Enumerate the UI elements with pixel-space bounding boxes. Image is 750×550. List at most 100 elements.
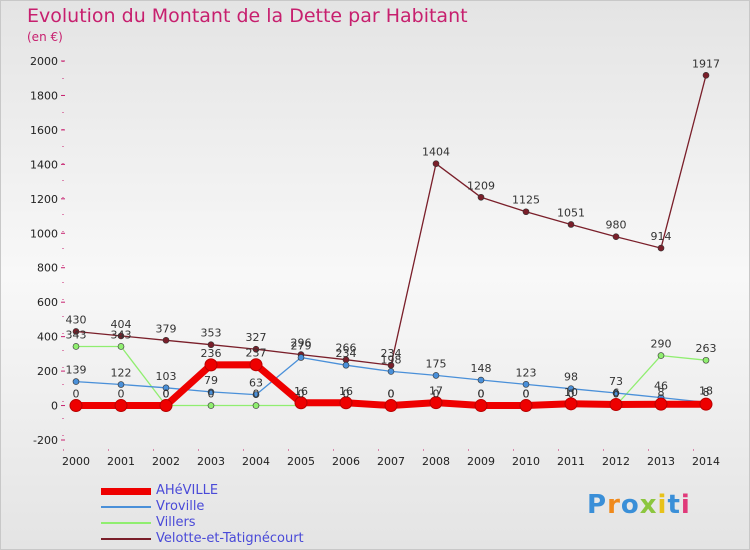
data-label: 327 <box>246 331 267 344</box>
series-point <box>252 345 260 353</box>
series-point <box>702 71 710 79</box>
data-label: 1404 <box>422 146 450 159</box>
data-label: 103 <box>156 370 177 383</box>
data-label: 290 <box>651 338 672 351</box>
data-label: 237 <box>246 347 267 360</box>
series-point <box>567 385 575 392</box>
data-label: 0 <box>118 388 125 401</box>
series-point <box>162 384 170 392</box>
series-point <box>699 397 713 411</box>
logo-letter: t <box>667 490 681 520</box>
data-label: 98 <box>564 371 578 384</box>
x-tick-label: 2001 <box>107 455 135 468</box>
y-tick-label: 0 <box>51 400 58 413</box>
series-point <box>384 399 398 413</box>
data-label: 404 <box>111 318 132 331</box>
series-point <box>72 378 80 385</box>
series-point <box>657 244 665 252</box>
y-tick-label: 600 <box>37 296 58 309</box>
chart-unit-label: (en €) <box>27 30 63 44</box>
x-tick-label: 2014 <box>692 455 720 468</box>
data-label: 148 <box>471 362 492 375</box>
data-label: 266 <box>336 342 357 355</box>
data-label: 0 <box>433 388 440 401</box>
x-tick-label: 2010 <box>512 455 540 468</box>
data-label: 17 <box>429 385 443 398</box>
x-tick-label: 2003 <box>197 455 225 468</box>
y-tick-label: 1200 <box>30 193 58 206</box>
logo-letter: r <box>607 490 621 520</box>
legend-label: AHéVILLE <box>156 483 219 498</box>
series-point <box>519 399 533 413</box>
x-tick-label: 2007 <box>377 455 405 468</box>
legend-label: Villers <box>156 515 196 530</box>
series-point <box>252 402 260 409</box>
y-tick-label: 1600 <box>30 124 58 137</box>
series-point <box>117 332 125 340</box>
y-tick-label: 1000 <box>30 227 58 240</box>
x-tick-label: 2008 <box>422 455 450 468</box>
series-point <box>207 388 215 396</box>
y-tick-label: 1800 <box>30 89 58 102</box>
data-label: 8 <box>658 386 665 399</box>
logo-letter: o <box>620 490 640 520</box>
data-label: 198 <box>381 353 402 366</box>
data-label: 0 <box>73 388 80 401</box>
x-tick-label: 2013 <box>647 455 675 468</box>
y-tick-label: 1400 <box>30 158 58 171</box>
series-point <box>522 381 530 388</box>
data-label: 123 <box>516 366 537 379</box>
data-label: 0 <box>478 388 485 401</box>
data-label: 0 <box>523 388 530 401</box>
series-point <box>567 221 575 228</box>
series-point <box>207 341 215 349</box>
x-tick-label: 2009 <box>467 455 495 468</box>
data-label: 18 <box>699 384 713 397</box>
legend-swatch <box>101 506 151 508</box>
series-point <box>204 358 218 372</box>
data-label: 0 <box>568 388 575 401</box>
legend-label: Velotte-et-Tatignécourt <box>156 531 304 546</box>
series-point <box>342 361 350 369</box>
series-point <box>474 399 488 413</box>
data-label: 0 <box>523 388 530 401</box>
x-tick-label: 2002 <box>152 455 180 468</box>
x-tick-label: 2004 <box>242 455 270 468</box>
series-point <box>432 160 440 167</box>
legend-swatch <box>101 487 151 495</box>
data-label: 0 <box>253 388 260 401</box>
x-tick-label: 2006 <box>332 455 360 468</box>
data-label: 73 <box>609 375 623 388</box>
data-label: 0 <box>388 388 395 401</box>
data-label: 63 <box>249 377 263 390</box>
data-label: 343 <box>111 328 132 341</box>
series-point <box>117 381 125 388</box>
data-label: 0 <box>208 388 215 401</box>
data-label: 0 <box>163 388 170 401</box>
legend-swatch <box>101 538 151 540</box>
y-tick-label: 2000 <box>30 55 58 68</box>
data-label: 1125 <box>512 194 540 207</box>
legend-swatch <box>101 522 151 524</box>
data-label: 6 <box>613 387 620 400</box>
series-point <box>69 399 83 413</box>
data-label: 1051 <box>557 206 585 219</box>
data-label: 263 <box>696 342 717 355</box>
data-label: 79 <box>204 374 218 387</box>
series-point <box>522 208 530 216</box>
series-point <box>477 376 485 384</box>
series-point <box>477 193 485 201</box>
data-label: 234 <box>336 347 357 360</box>
series-point <box>339 396 353 410</box>
series-point <box>432 372 440 379</box>
x-tick-label: 2005 <box>287 455 315 468</box>
series-point <box>159 399 173 413</box>
series-point <box>207 402 215 409</box>
data-label: 1917 <box>692 57 720 70</box>
data-label: 122 <box>111 367 132 380</box>
data-label: 0 <box>613 388 620 401</box>
chart-title: Evolution du Montant de la Dette par Hab… <box>27 5 468 27</box>
series-point <box>117 343 125 350</box>
